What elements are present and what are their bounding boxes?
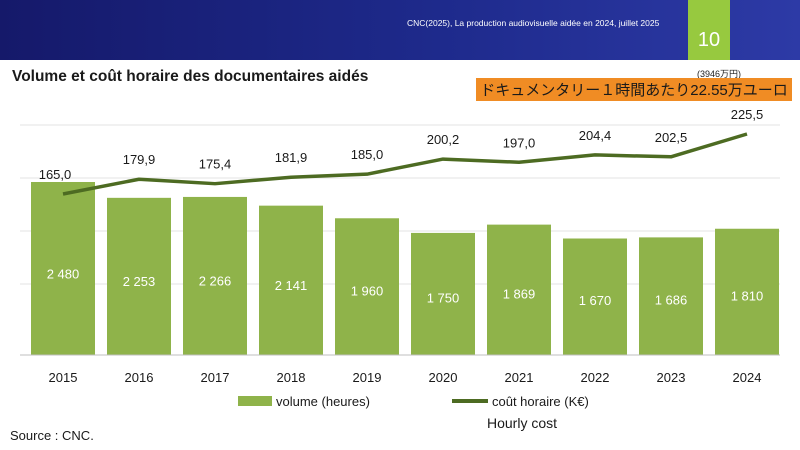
x-tick-2019: 2019 bbox=[353, 370, 382, 385]
x-tick-2016: 2016 bbox=[125, 370, 154, 385]
bar-value-label: 1 869 bbox=[503, 287, 536, 302]
bar-value-label: 1 810 bbox=[731, 289, 764, 304]
bar-2024 bbox=[715, 228, 779, 355]
bars bbox=[31, 182, 779, 355]
bar-2022 bbox=[563, 238, 627, 355]
x-tick-labels: 2015 2016 2017 2018 2019 2020 2021 2022 2023 2024 bbox=[49, 370, 762, 385]
bar-value-label: 2 253 bbox=[123, 274, 156, 289]
header-band bbox=[0, 0, 800, 60]
cost-value-label: 197,0 bbox=[503, 135, 536, 150]
header-source-citation: CNC(2025), La production audiovisuelle a… bbox=[407, 18, 660, 28]
bar-value-label: 1 750 bbox=[427, 291, 460, 306]
bar-2015 bbox=[31, 182, 95, 355]
x-tick-2021: 2021 bbox=[505, 370, 534, 385]
bar-value-label: 1 686 bbox=[655, 293, 688, 308]
cost-value-label: 179,9 bbox=[123, 152, 156, 167]
x-tick-2015: 2015 bbox=[49, 370, 78, 385]
bar-value-label: 2 141 bbox=[275, 278, 308, 293]
x-tick-2018: 2018 bbox=[277, 370, 306, 385]
cost-value-label: 200,2 bbox=[427, 132, 460, 147]
cost-value-label: 202,5 bbox=[655, 130, 688, 145]
x-tick-2022: 2022 bbox=[581, 370, 610, 385]
source-note: Source : CNC. bbox=[10, 428, 94, 443]
cost-value-label: 165,0 bbox=[39, 167, 72, 182]
legend-cost-swatch bbox=[452, 399, 488, 403]
x-tick-2020: 2020 bbox=[429, 370, 458, 385]
bar-value-label: 2 266 bbox=[199, 274, 232, 289]
bar-2019 bbox=[335, 218, 399, 355]
x-tick-2017: 2017 bbox=[201, 370, 230, 385]
legend-volume-swatch bbox=[238, 396, 272, 406]
bar-2016 bbox=[107, 197, 171, 355]
cost-value-label: 225,5 bbox=[731, 107, 764, 122]
bar-2018 bbox=[259, 205, 323, 355]
cost-value-label: 181,9 bbox=[275, 150, 308, 165]
cost-series bbox=[62, 132, 748, 196]
legend-cost-label: coût horaire (K€) bbox=[492, 394, 589, 409]
bar-2023 bbox=[639, 237, 703, 355]
hourly-cost-banner: ドキュメンタリー１時間あたり22.55万ユーロ bbox=[476, 78, 792, 101]
cost-value-label: 185,0 bbox=[351, 147, 384, 162]
yen-conversion-note: (3946万円) bbox=[697, 69, 742, 79]
bar-value-label: 2 480 bbox=[47, 267, 80, 282]
cost-value-label: 175,4 bbox=[199, 157, 232, 172]
data-labels: 2 480 2 253 2 266 2 141 1 960 1 750 1 869 1 670… bbox=[39, 107, 764, 308]
legend-volume-label: volume (heures) bbox=[276, 394, 370, 409]
page-title: Volume et coût horaire des documentaires… bbox=[12, 68, 369, 85]
bar-2020 bbox=[411, 232, 475, 355]
cost-value-label: 204,4 bbox=[579, 128, 612, 143]
bar-value-label: 1 670 bbox=[579, 293, 612, 308]
x-tick-2023: 2023 bbox=[657, 370, 686, 385]
x-tick-2024: 2024 bbox=[733, 370, 762, 385]
page-number-badge: 10 bbox=[688, 0, 730, 60]
bar-2017 bbox=[183, 196, 247, 355]
bar-value-label: 1 960 bbox=[351, 284, 384, 299]
bar-2021 bbox=[487, 224, 551, 355]
cost-line bbox=[62, 132, 748, 196]
hourly-cost-note: Hourly cost bbox=[487, 415, 558, 431]
